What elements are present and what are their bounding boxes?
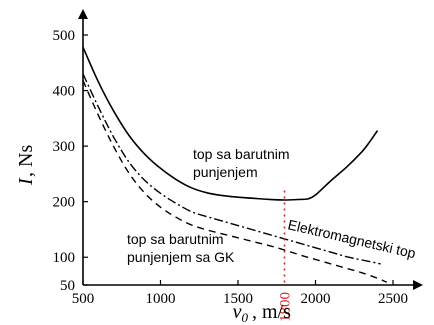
x-tick-label: 1500 <box>223 291 253 307</box>
x-tick-label: 2000 <box>301 291 331 307</box>
x-tick-label: 500 <box>72 291 95 307</box>
svg-text:I: I <box>15 177 37 186</box>
annotation-dashed-line-1: top sa barutnim <box>127 231 224 247</box>
dashed-series-line <box>82 80 388 283</box>
x-axis-ticks: 500 1000 1500 2000 2500 <box>72 280 408 307</box>
annotation-dashdot: Elektromagnetski top <box>286 216 417 261</box>
annotation-dashed-line-2: punjenjem sa GK <box>127 249 235 265</box>
dashdot-series-line <box>82 73 381 265</box>
annotation-solid-line-1: top sa barutnim <box>193 146 290 162</box>
y-axis-ticks: 50 100 200 300 400 500 <box>53 28 88 294</box>
y-tick-label: 500 <box>53 28 76 44</box>
y-axis-label: I , Ns <box>15 145 37 186</box>
vertical-marker-label: 1800 <box>278 292 294 322</box>
y-tick-label: 100 <box>53 250 76 266</box>
x-tick-label: 2500 <box>378 291 408 307</box>
svg-text:, Ns: , Ns <box>15 145 37 177</box>
y-tick-label: 50 <box>60 278 75 294</box>
y-tick-label: 400 <box>53 84 76 100</box>
annotation-solid-line-2: punjenjem <box>193 164 258 180</box>
x-tick-label: 1000 <box>146 291 176 307</box>
x-axis-label: v0 , m/s <box>233 301 292 325</box>
solid-series-line <box>82 46 379 201</box>
svg-text:, m/s: , m/s <box>252 301 291 323</box>
y-tick-label: 300 <box>53 139 76 155</box>
y-tick-label: 200 <box>53 195 76 211</box>
